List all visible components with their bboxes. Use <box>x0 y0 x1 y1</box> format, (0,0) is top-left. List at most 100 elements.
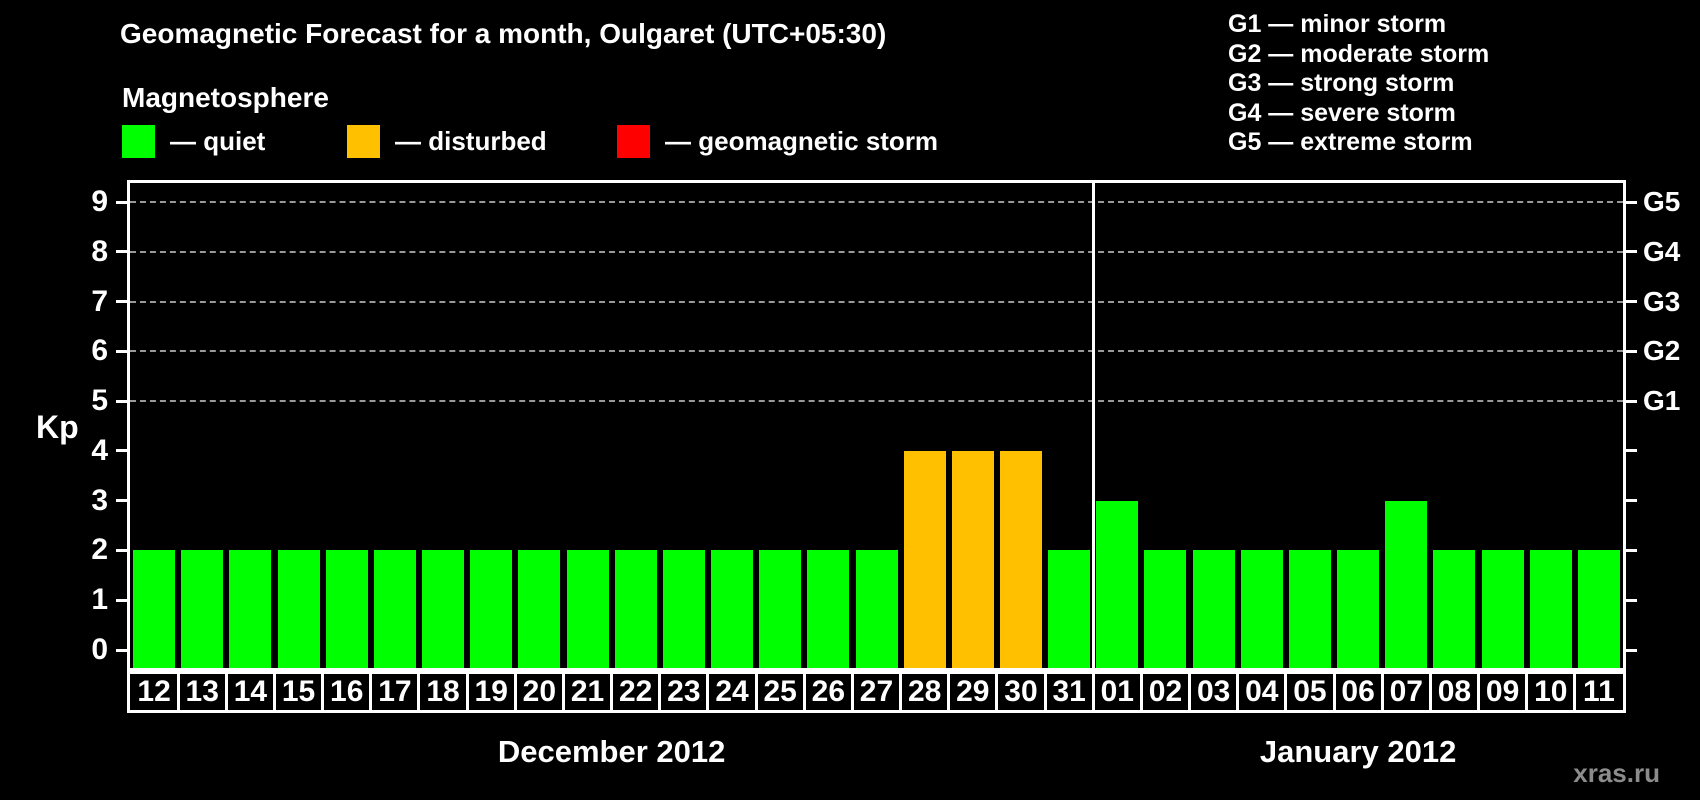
day-box-divider <box>321 671 325 713</box>
legend-item-disturbed: — disturbed <box>347 124 547 158</box>
legend-label: — quiet <box>170 125 266 156</box>
kp-bar <box>711 550 754 668</box>
day-label: 25 <box>763 675 797 708</box>
chart-title: Geomagnetic Forecast for a month, Oulgar… <box>120 18 887 49</box>
kp-bar <box>277 550 320 668</box>
kp-bar <box>759 550 802 668</box>
day-label: 14 <box>233 675 268 708</box>
y-axis-tick <box>116 548 130 552</box>
g4-legend-line: G4 — severe storm <box>1228 98 1456 127</box>
y-axis-tick <box>116 598 130 602</box>
kp-bar <box>999 450 1042 668</box>
day-label: 21 <box>570 675 605 708</box>
kp-bar <box>1288 550 1331 668</box>
g-axis-label: G2 <box>1643 335 1681 367</box>
right-axis-tick <box>1623 399 1637 403</box>
y-axis-label: Kp <box>36 409 79 445</box>
day-label: 04 <box>1245 675 1279 708</box>
day-box-divider <box>1188 671 1192 713</box>
kp-bar <box>1529 550 1572 668</box>
y-tick-label: 7 <box>91 284 108 318</box>
day-box-divider <box>754 671 758 713</box>
day-label: 19 <box>474 675 508 708</box>
gridline <box>130 201 1623 203</box>
right-axis-tick <box>1623 648 1637 652</box>
legend-label: — geomagnetic storm <box>665 125 939 156</box>
day-box-divider <box>995 671 999 713</box>
storm-color-swatch <box>617 124 650 158</box>
y-axis-tick <box>116 200 130 204</box>
gridline <box>130 350 1623 353</box>
kp-bar <box>662 550 705 668</box>
g-axis-label: G4 <box>1643 235 1681 267</box>
kp-bar <box>855 550 898 668</box>
day-box-divider <box>176 671 180 713</box>
legend-item-quiet: — quiet <box>122 124 265 158</box>
g2-legend-line: G2 — moderate storm <box>1228 39 1490 68</box>
kp-bar <box>181 550 224 668</box>
right-axis-tick <box>1623 449 1637 453</box>
right-axis-tick <box>1623 349 1637 353</box>
kp-bar <box>325 550 368 668</box>
day-box-divider <box>850 671 854 713</box>
disturbed-color-swatch <box>347 124 380 158</box>
day-box-divider <box>658 671 662 713</box>
day-label: 08 <box>1437 675 1472 708</box>
day-label: 09 <box>1485 675 1520 708</box>
day-box-divider <box>561 671 565 713</box>
day-box-divider <box>1380 671 1384 713</box>
gridline <box>130 300 1623 303</box>
kp-bar <box>1433 550 1476 668</box>
right-axis-tick <box>1623 499 1637 503</box>
kp-bar <box>1385 500 1428 668</box>
kp-bar <box>1048 550 1091 668</box>
y-tick-label: 2 <box>91 533 108 567</box>
kp-bar <box>1240 550 1283 668</box>
month-label: December 2012 <box>497 734 726 769</box>
g-scale-legend: G1 — minor storm G2 — moderate storm G3 … <box>1228 10 1489 158</box>
y-axis-tick <box>116 300 130 304</box>
quiet-color-swatch <box>122 124 155 158</box>
watermark: xras.ru <box>1573 758 1660 788</box>
day-label: 24 <box>715 675 749 708</box>
y-axis-tick <box>116 250 130 254</box>
kp-bar <box>1337 550 1380 668</box>
g3-legend-line: G3 — strong storm <box>1228 69 1455 98</box>
day-label: 28 <box>907 675 942 708</box>
day-label: 27 <box>859 675 894 708</box>
day-label: 29 <box>956 675 990 708</box>
day-box-divider <box>465 671 469 713</box>
month-label: January 2012 <box>1259 734 1457 769</box>
day-box-divider <box>417 671 421 713</box>
day-label: 16 <box>330 675 364 708</box>
g5-legend-line: G5 — extreme storm <box>1228 128 1473 157</box>
day-label: 26 <box>811 675 846 708</box>
kp-bar <box>133 550 176 668</box>
day-box-divider <box>513 671 517 713</box>
day-box-divider <box>1043 671 1047 713</box>
day-label: 01 <box>1100 675 1134 708</box>
plot-border <box>127 180 1626 671</box>
day-box-divider <box>224 671 228 713</box>
day-box-divider <box>1525 671 1529 713</box>
kp-bar <box>1192 550 1235 668</box>
y-axis-tick <box>116 648 130 652</box>
day-box-divider <box>1139 671 1143 713</box>
day-label: 10 <box>1534 675 1568 708</box>
kp-bar <box>1096 500 1139 668</box>
g1-legend-line: G1 — minor storm <box>1228 10 1447 38</box>
y-tick-label: 0 <box>91 633 108 666</box>
legend-label: — disturbed <box>395 125 547 156</box>
kp-bar <box>470 550 513 668</box>
day-box-divider <box>947 671 951 713</box>
kp-bar <box>1481 550 1524 668</box>
kp-bar <box>614 550 657 668</box>
day-label: 05 <box>1293 675 1327 708</box>
y-tick-label: 8 <box>91 234 108 268</box>
day-label: 12 <box>137 675 171 708</box>
day-box-divider <box>1236 671 1240 713</box>
day-label: 22 <box>619 675 653 708</box>
y-tick-label: 3 <box>91 483 108 517</box>
kp-bar <box>1577 550 1620 668</box>
day-box-divider <box>1284 671 1288 713</box>
